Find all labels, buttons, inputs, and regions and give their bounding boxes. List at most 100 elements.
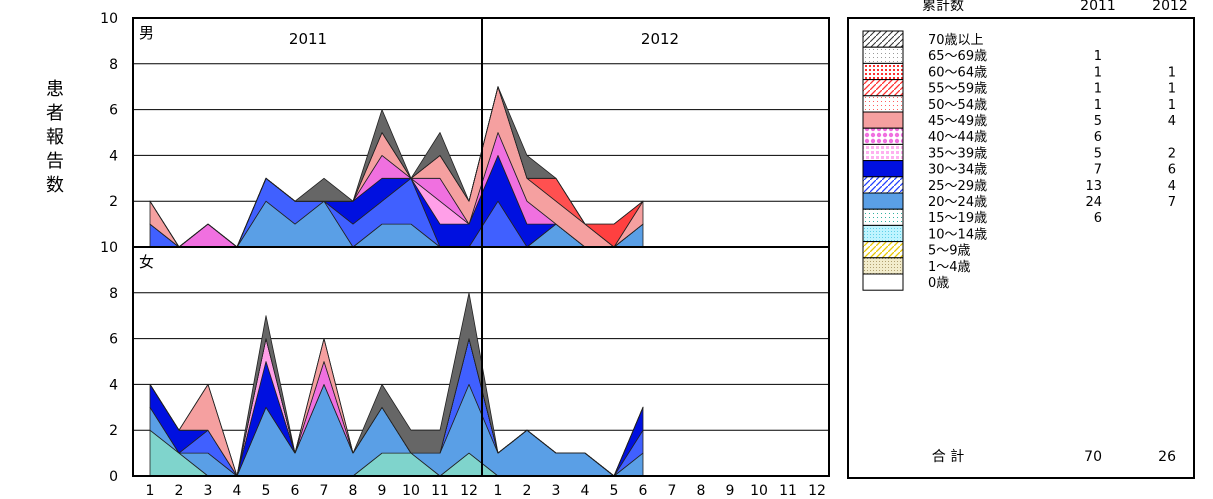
legend-year-2011: 2011 [1080,0,1116,14]
x-tick-label: 11 [431,483,449,499]
x-tick-label: 7 [320,483,329,499]
y-tick-label: 10 [100,240,118,256]
legend-swatch [862,273,904,291]
legend-label: 70歳以上 [928,33,984,48]
total-value-2011: 70 [1084,449,1102,465]
legend-title: 累計数 [922,0,964,14]
legend-row: 60～64歳 1 1 [862,62,1176,81]
x-tick-label: 6 [291,483,300,499]
legend-swatch [862,160,904,178]
legend-value-2011: 5 [1094,114,1102,129]
x-tick-label: 2 [523,483,532,499]
y-axis-label-char: 患 [46,79,64,100]
legend-row: 25～29歳 13 4 [862,176,1176,194]
legend-value-2011: 13 [1085,179,1102,194]
legend-value-2011: 1 [1094,82,1102,97]
x-tick-label: 5 [262,483,271,499]
legend-swatch [862,62,904,81]
total-value-2012: 26 [1158,449,1176,465]
legend-row: 30～34歳 7 6 [862,160,1176,178]
x-tick-label: 9 [726,483,735,499]
legend-value-2011: 7 [1094,163,1102,178]
legend-swatch [862,79,904,97]
legend-frame [847,17,1195,479]
legend-value-2012: 2 [1168,146,1176,161]
legend-label: 30～34歳 [928,163,987,178]
legend-value-2012: 1 [1168,65,1176,80]
legend-label: 25～29歳 [928,179,987,194]
legend-label: 40～44歳 [928,130,987,145]
x-tick-label: 12 [808,483,826,499]
legend-swatch [862,111,904,129]
panel-label: 女 [139,253,154,271]
legend-row: 10～14歳 [862,224,987,243]
legend-year-2012: 2012 [1152,0,1188,14]
legend-swatch [862,224,904,243]
x-tick-label: 7 [668,483,677,499]
legend-value-2012: 6 [1168,163,1176,178]
legend-value-2011: 24 [1085,195,1102,210]
legend-swatch [862,192,904,210]
x-tick-label: 8 [697,483,706,499]
legend-row: 45～49歳 5 4 [862,111,1176,129]
legend-swatch [862,46,904,64]
y-tick-label: 6 [109,103,118,119]
x-tick-label: 1 [146,483,155,499]
legend-label: 5～9歳 [928,244,971,259]
y-tick-label: 8 [109,286,118,302]
x-tick-label: 12 [460,483,478,499]
legend-value-2011: 1 [1094,65,1102,80]
x-tick-label: 9 [378,483,387,499]
total-label: 合 計 [932,449,964,465]
legend-value-2011: 1 [1094,98,1102,113]
panel-male: 男 [132,17,830,248]
legend-row: 50～54歳 1 1 [862,95,1176,113]
y-tick-label: 6 [109,332,118,348]
x-tick-label: 8 [349,483,358,499]
x-tick-label: 4 [581,483,590,499]
year-label-2012: 2012 [641,30,679,48]
y-tick-label: 0 [109,469,118,485]
year-label-2011: 2011 [289,30,327,48]
legend-label: 15～19歳 [928,211,987,226]
legend-row: 15～19歳 6 [862,208,1102,226]
x-tick-label: 4 [233,483,242,499]
y-axis-label-char: 数 [46,175,64,196]
x-tick-label: 3 [204,483,213,499]
legend-value-2011: 6 [1094,211,1102,226]
panel-label: 男 [139,24,154,42]
y-tick-label: 8 [109,57,118,73]
x-tick-label: 6 [639,483,648,499]
y-tick-label: 4 [109,148,118,164]
legend-swatch [862,143,904,162]
x-tick-label: 3 [552,483,561,499]
legend-label: 60～64歳 [928,65,987,80]
legend-row: 40～44歳 6 [862,127,1102,145]
legend-swatch [862,95,904,113]
series-area [149,86,644,248]
legend-row: 70歳以上 [862,30,984,48]
legend-value-2011: 6 [1094,130,1102,145]
legend-label: 65～69歳 [928,49,987,64]
x-tick-label: 10 [750,483,768,499]
legend-swatch [862,257,904,275]
legend-label: 10～14歳 [928,227,987,242]
y-tick-label: 4 [109,377,118,393]
legend-row: 5～9歳 [862,241,971,259]
y-axis-label-char: 告 [46,151,64,172]
legend-row: 55～59歳 1 1 [862,79,1176,97]
legend-label: 55～59歳 [928,82,987,97]
legend-label: 50～54歳 [928,98,987,113]
x-tick-label: 11 [779,483,797,499]
x-tick-label: 1 [494,483,503,499]
legend-value-2011: 5 [1094,146,1102,161]
legend-value-2012: 1 [1168,82,1176,97]
legend-label: 0歳 [928,276,949,291]
legend-value-2012: 7 [1168,195,1176,210]
legend-value-2012: 1 [1168,98,1176,113]
y-tick-label: 2 [109,194,118,210]
x-tick-label: 5 [610,483,619,499]
legend-swatch [862,30,904,48]
